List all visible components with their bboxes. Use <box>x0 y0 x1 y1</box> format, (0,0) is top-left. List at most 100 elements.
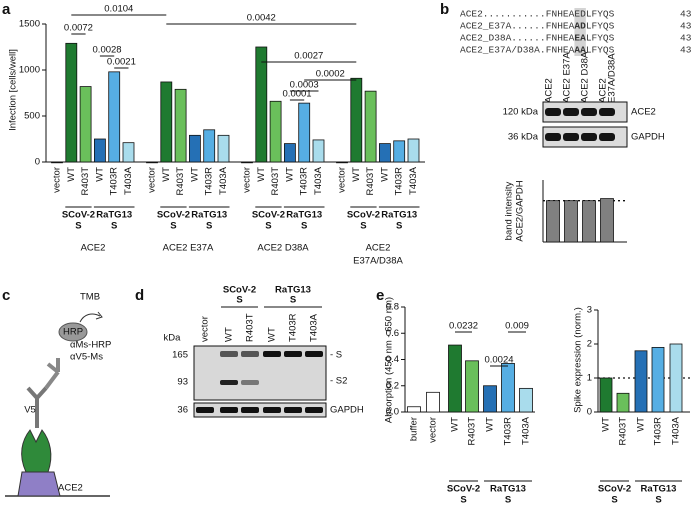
p-value: 0.0072 <box>64 23 93 34</box>
subgroup-label: S <box>360 221 366 232</box>
p-value: 0.0042 <box>247 13 276 24</box>
diagram-label: TMB <box>80 292 100 303</box>
y-tick-label: 1 <box>587 373 592 384</box>
band <box>241 380 259 385</box>
unit-label: kDa <box>164 333 182 344</box>
p-value: 0.0232 <box>449 321 478 332</box>
bar <box>546 200 560 243</box>
group-label: RaTG13 <box>275 285 311 296</box>
x-tick-label: WT <box>161 167 172 182</box>
bar <box>407 406 421 413</box>
band <box>563 108 579 116</box>
highlight <box>574 8 586 20</box>
y-tick-label: 1500 <box>19 19 40 30</box>
band <box>581 133 597 141</box>
panel-label: d <box>135 287 144 304</box>
sequence: LFYQS <box>586 33 615 44</box>
band-label: - S <box>330 350 342 361</box>
x-tick-label: R403T <box>467 417 478 446</box>
marker-label: 120 kDa <box>503 107 539 118</box>
sequence-end: 43 <box>680 45 692 56</box>
subgroup-label: SCoV-2 <box>447 484 480 495</box>
marker-label: 36 kDa <box>508 132 539 143</box>
x-tick-label: vector <box>337 167 348 193</box>
sequence-mutation: EA <box>574 33 586 44</box>
band <box>220 380 238 385</box>
x-tick-label: WT <box>94 167 105 182</box>
subgroup-label: RaTG13 <box>381 210 417 221</box>
bar <box>600 198 614 243</box>
subgroup-label: RaTG13 <box>191 210 227 221</box>
sequence: FNHEA <box>546 33 575 44</box>
x-tick-label: WT <box>450 417 461 432</box>
band <box>263 407 281 413</box>
highlight <box>574 32 586 44</box>
diagram-label: V5 <box>24 405 36 416</box>
lane-label: T403A <box>309 313 320 342</box>
group-label: ACE2 <box>366 243 391 254</box>
sequence-mutation: AD <box>574 21 586 32</box>
bar <box>174 88 187 163</box>
x-tick-label: WT <box>256 167 267 182</box>
band <box>241 407 259 413</box>
y-axis-label: band intensity <box>504 181 515 240</box>
p-value: 0.0003 <box>290 80 319 91</box>
sequence-mutation: AA <box>574 45 586 56</box>
band <box>581 108 597 116</box>
band <box>599 108 615 116</box>
x-tick-label: WT <box>351 167 362 182</box>
y-tick-label: 0 <box>587 407 592 418</box>
band-label: - S2 <box>330 376 347 387</box>
x-tick-label: vector <box>242 167 253 193</box>
x-tick-label: buffer <box>409 417 420 441</box>
subgroup-label: S <box>75 221 81 232</box>
group-label: ACE2 <box>81 243 106 254</box>
y-tick-label: 0 <box>35 157 40 168</box>
subgroup-label: S <box>170 221 176 232</box>
sequence-name: ACE2_D38A...... <box>460 33 546 44</box>
p-value: 0.0002 <box>316 69 345 80</box>
x-tick-label: T403R <box>204 167 215 196</box>
panel-label: b <box>440 1 449 18</box>
bar <box>51 161 63 164</box>
subgroup-label: RaTG13 <box>286 210 322 221</box>
x-tick-label: R403T <box>618 417 629 446</box>
bar <box>350 77 363 163</box>
x-tick-label: R403T <box>270 167 281 196</box>
bar <box>599 377 613 413</box>
band <box>263 351 281 357</box>
sequence-end: 43 <box>680 33 692 44</box>
group-label: S <box>236 295 242 306</box>
marker-label: 93 <box>177 377 188 388</box>
bar <box>651 346 665 413</box>
y-tick-label: 3 <box>587 305 592 316</box>
x-tick-label: R403T <box>175 167 186 196</box>
x-tick-label: vector <box>52 167 63 193</box>
bar <box>203 129 216 163</box>
y-axis-label: ACE2/GAPDH <box>515 180 526 241</box>
sequence: FNHEA <box>546 9 575 20</box>
marker-label: 36 <box>177 405 188 416</box>
sequence: LFYQS <box>586 45 615 56</box>
bar <box>94 138 106 163</box>
x-tick-label: T403A <box>123 166 134 195</box>
bar <box>312 139 325 163</box>
x-tick-label: vector <box>147 167 158 193</box>
lane-label: WT <box>267 327 278 342</box>
band <box>545 108 561 116</box>
subgroup-label: SCoV-2 <box>62 210 95 221</box>
blot <box>193 345 327 401</box>
diagram-label: ACE2 <box>58 483 83 494</box>
subgroup-label: S <box>460 495 466 506</box>
subgroup-label: S <box>265 221 271 232</box>
ace2-shape <box>17 471 61 497</box>
lane-label: vector <box>200 316 211 342</box>
bar <box>241 161 253 164</box>
y-tick-label: 0.0 <box>386 407 399 418</box>
p-value: 0.009 <box>505 321 529 332</box>
x-tick-label: R403T <box>80 167 91 196</box>
x-tick-label: T403A <box>671 416 682 445</box>
bar <box>616 392 630 413</box>
bar <box>501 363 515 413</box>
